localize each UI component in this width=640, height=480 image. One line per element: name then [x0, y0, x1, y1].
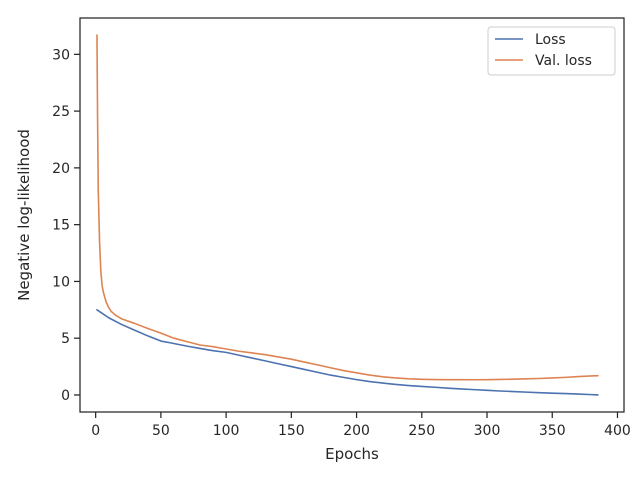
x-tick-label: 250 [408, 423, 435, 439]
x-tick-label: 0 [91, 423, 100, 439]
x-tick-label: 150 [278, 423, 305, 439]
y-tick-label: 0 [61, 388, 70, 404]
legend: Loss Val. loss [487, 26, 616, 76]
legend-entry-loss: Loss [535, 32, 566, 48]
ticks-layer: 0 50 100 150 200 250 300 350 400 0 5 10 15 20 25 30 [52, 47, 631, 439]
y-tick-label: 10 [52, 274, 70, 290]
x-tick-label: 400 [604, 423, 631, 439]
y-tick-label: 25 [52, 104, 70, 120]
plot-frame [79, 17, 625, 413]
x-tick-label: 350 [539, 423, 566, 439]
y-tick-label: 20 [52, 161, 70, 177]
y-tick-label: 30 [52, 47, 70, 63]
y-tick-label: 15 [52, 218, 70, 234]
x-tick-label: 200 [343, 423, 370, 439]
x-axis-label: Epochs [325, 445, 379, 463]
series-line-val-loss [96, 34, 599, 381]
series-line-loss [96, 309, 599, 396]
series-layer [96, 34, 599, 396]
y-tick-label: 5 [61, 331, 70, 347]
x-tick-label: 100 [213, 423, 240, 439]
y-axis-label: Negative log-likelihood [15, 129, 33, 301]
legend-entry-val-loss: Val. loss [535, 53, 592, 69]
x-tick-label: 50 [152, 423, 170, 439]
x-tick-label: 300 [474, 423, 501, 439]
